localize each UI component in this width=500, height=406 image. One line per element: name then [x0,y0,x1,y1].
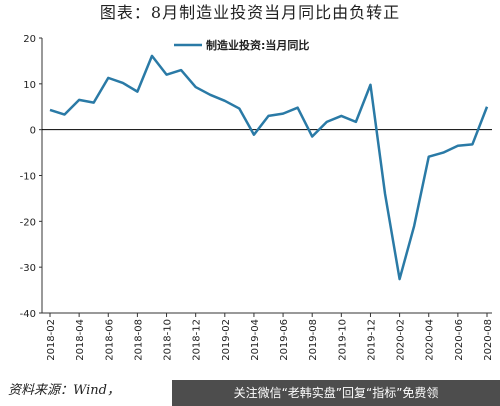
x-tick-label: 2019-04 [250,319,261,361]
x-tick-label: 2018-12 [192,319,203,361]
x-tick-label: 2018-10 [163,319,174,361]
x-tick-label: 2018-02 [46,319,57,361]
x-tick-label: 2018-06 [104,319,115,361]
y-tick-label: 0 [30,126,36,137]
watermark-bg [172,380,500,406]
x-tick-label: 2019-12 [366,319,377,361]
source: 资料来源：Wind， [8,383,120,398]
x-tick-label: 2019-10 [337,319,348,361]
chart-title: 图表：8月制造业投资当月同比由负转正 [100,3,400,22]
legend-label: 制造业投资:当月同比 [206,38,309,52]
watermark: 关注微信“老韩实盘”回复“指标”免费领 [234,385,439,400]
y-tick-label: 10 [23,80,36,91]
x-tick-label: 2020-04 [425,319,436,361]
x-tick-label: 2019-06 [279,319,290,361]
y-tick-label: -40 [20,309,36,320]
line [49,54,489,281]
y-tick-label: -30 [20,263,36,274]
y-tick-label: 20 [23,34,36,45]
x-tick-label: 2018-08 [133,319,144,361]
x-tick-label: 2019-08 [308,319,319,361]
x-tick-label: 2020-06 [454,319,465,361]
x-tick-label: 2020-02 [396,319,407,361]
x-tick-label: 2019-02 [221,319,232,361]
x-tick-label: 2018-04 [75,319,86,361]
y-tick-label: -20 [20,217,36,228]
y-tick-label: -10 [20,172,36,183]
x-tick-label: 2020-08 [483,319,494,361]
